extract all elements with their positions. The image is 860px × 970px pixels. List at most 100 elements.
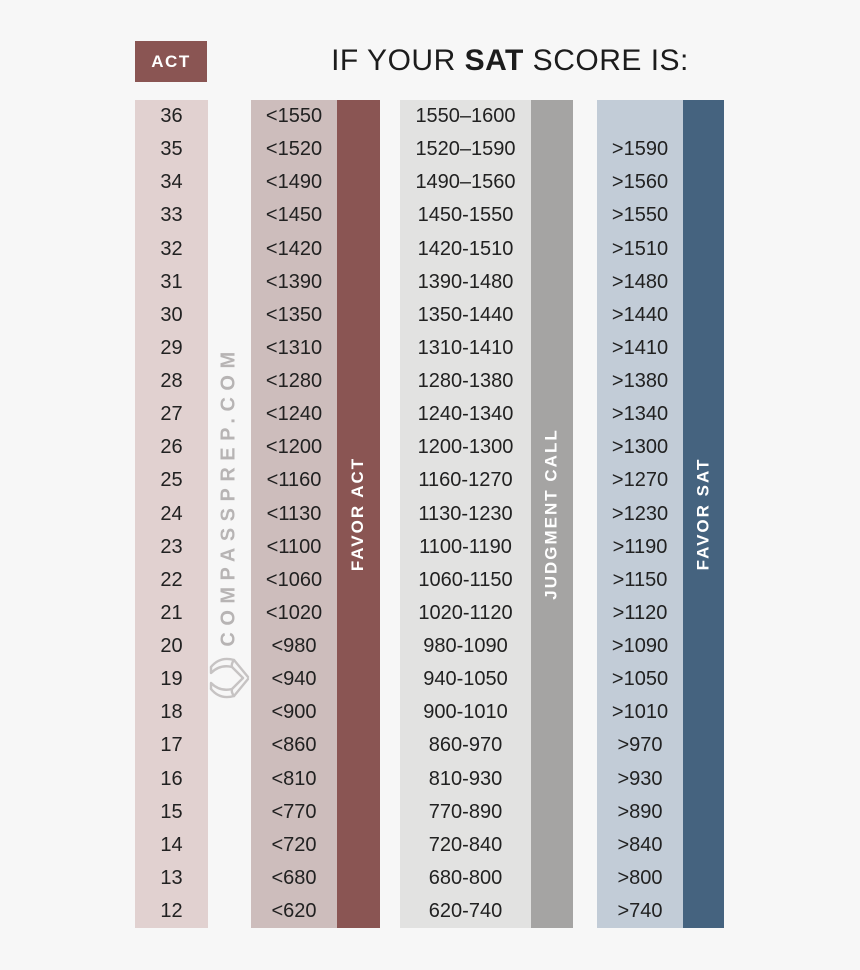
judgment-cell: 900-1010 [423,701,508,724]
favor-sat-cell: >1560 [611,171,669,194]
favor-act-cell: <680 [271,866,317,889]
judgment-call-values: 1550–1600 1520–1590 1490–1560 1450-1550 1420… [400,100,531,928]
judgment-cell: 1100-1190 [419,535,512,558]
act-cell: 29 [160,336,183,359]
act-cell: 24 [160,502,183,525]
favor-sat-cell: >1090 [611,635,669,658]
judgment-cell: 1160-1270 [418,469,513,492]
act-cell: 36 [160,105,183,128]
act-cell: 12 [160,900,183,923]
favor-act-cell: <1130 [266,502,322,525]
judgment-cell: 1350-1440 [417,303,514,326]
favor-act-column: <1550 <1520 <1490 <1450 <1420 <1390 <1350 <1310… [251,100,380,928]
favor-act-cell: <1200 [265,436,323,459]
act-cell: 26 [160,436,183,459]
judgment-cell: 810-930 [428,767,503,790]
act-cell: 28 [160,370,183,393]
favor-sat-cell: >1590 [611,138,669,161]
compass-pages-icon [206,652,252,704]
judgment-cell: 1450-1550 [417,204,514,227]
act-cell: 20 [160,635,183,658]
favor-act-cell: <1490 [265,171,323,194]
title-suffix: SCORE IS: [523,44,689,77]
act-cell: 30 [160,303,183,326]
favor-sat-cell: >1120 [612,601,668,624]
favor-sat-cell: >1380 [611,370,669,393]
favor-act-cell: <1420 [265,237,323,260]
judgment-cell: 1060-1150 [418,568,513,591]
judgment-cell: 1550–1600 [415,105,516,128]
judgment-call-label: JUDGMENT CALL [542,428,562,600]
act-badge: ACT [135,41,207,82]
judgment-cell: 720-840 [428,833,503,856]
act-cell: 13 [160,866,183,889]
favor-sat-cell: >930 [617,767,663,790]
favor-sat-strip: FAVOR SAT [683,100,724,928]
favor-sat-cell [597,100,683,133]
favor-act-cell: <770 [271,800,317,823]
favor-sat-cell: >1550 [611,204,669,227]
act-cell: 32 [160,237,183,260]
favor-act-cell: <1280 [265,370,323,393]
favor-act-cell: <810 [271,767,317,790]
favor-act-label: FAVOR ACT [348,456,368,572]
judgment-cell: 680-800 [428,866,503,889]
favor-act-cell: <1160 [266,469,322,492]
favor-act-strip: FAVOR ACT [337,100,380,928]
act-cell: 18 [160,701,183,724]
title-prefix: IF YOUR [331,44,465,77]
favor-act-cell: <1020 [265,601,323,624]
favor-act-cell: <620 [271,900,317,923]
favor-sat-cell: >1190 [612,535,668,558]
favor-act-cell: <1450 [265,204,323,227]
favor-act-cell: <860 [271,734,317,757]
compassprep-watermark: COMPASSPREP.COM [217,345,240,647]
judgment-cell: 1200-1300 [417,436,514,459]
judgment-cell: 940-1050 [423,668,508,691]
favor-sat-cell: >1300 [611,436,669,459]
act-cell: 16 [160,767,183,790]
judgment-cell: 1240-1340 [417,403,514,426]
favor-sat-cell: >1050 [611,668,669,691]
judgment-cell: 980-1090 [423,635,508,658]
favor-sat-label: FAVOR SAT [693,457,713,571]
judgment-cell: 860-970 [428,734,503,757]
act-cell: 14 [160,833,183,856]
favor-act-cell: <940 [271,668,317,691]
favor-sat-cell: >840 [617,833,663,856]
act-cell: 21 [160,601,183,624]
favor-sat-cell: >1270 [611,469,669,492]
act-cell: 23 [160,535,183,558]
favor-sat-cell: >890 [617,800,663,823]
favor-sat-cell: >1340 [611,403,669,426]
favor-sat-cell: >1410 [611,336,669,359]
favor-sat-column: >1590 >1560 >1550 >1510 >1480 >1440 >1410 >1380… [597,100,724,928]
favor-act-cell: <1310 [265,336,323,359]
favor-sat-cell: >1440 [611,303,669,326]
act-cell: 22 [160,568,183,591]
favor-act-cell: <1550 [265,105,323,128]
judgment-cell: 1020-1120 [418,601,513,624]
favor-sat-cell: >800 [617,866,663,889]
judgment-call-strip: JUDGMENT CALL [531,100,573,928]
act-cell: 31 [160,270,183,293]
judgment-cell: 1420-1510 [417,237,514,260]
judgment-cell: 1520–1590 [415,138,516,161]
act-cell: 27 [160,403,183,426]
favor-sat-cell: >970 [617,734,663,757]
favor-sat-cell: >740 [617,900,663,923]
favor-sat-cell: >1510 [611,237,669,260]
title-emphasis: SAT [464,44,524,77]
judgment-cell: 770-890 [428,800,503,823]
favor-act-cell: <1350 [265,303,323,326]
act-cell: 35 [160,138,183,161]
favor-act-cell: <900 [271,701,317,724]
act-cell: 34 [160,171,183,194]
favor-sat-cell: >1150 [612,568,668,591]
judgment-cell: 620-740 [428,900,503,923]
favor-act-cell: <720 [271,833,317,856]
judgment-cell: 1130-1230 [418,502,513,525]
favor-act-cell: <1060 [265,568,323,591]
favor-act-cell: <1240 [265,403,323,426]
